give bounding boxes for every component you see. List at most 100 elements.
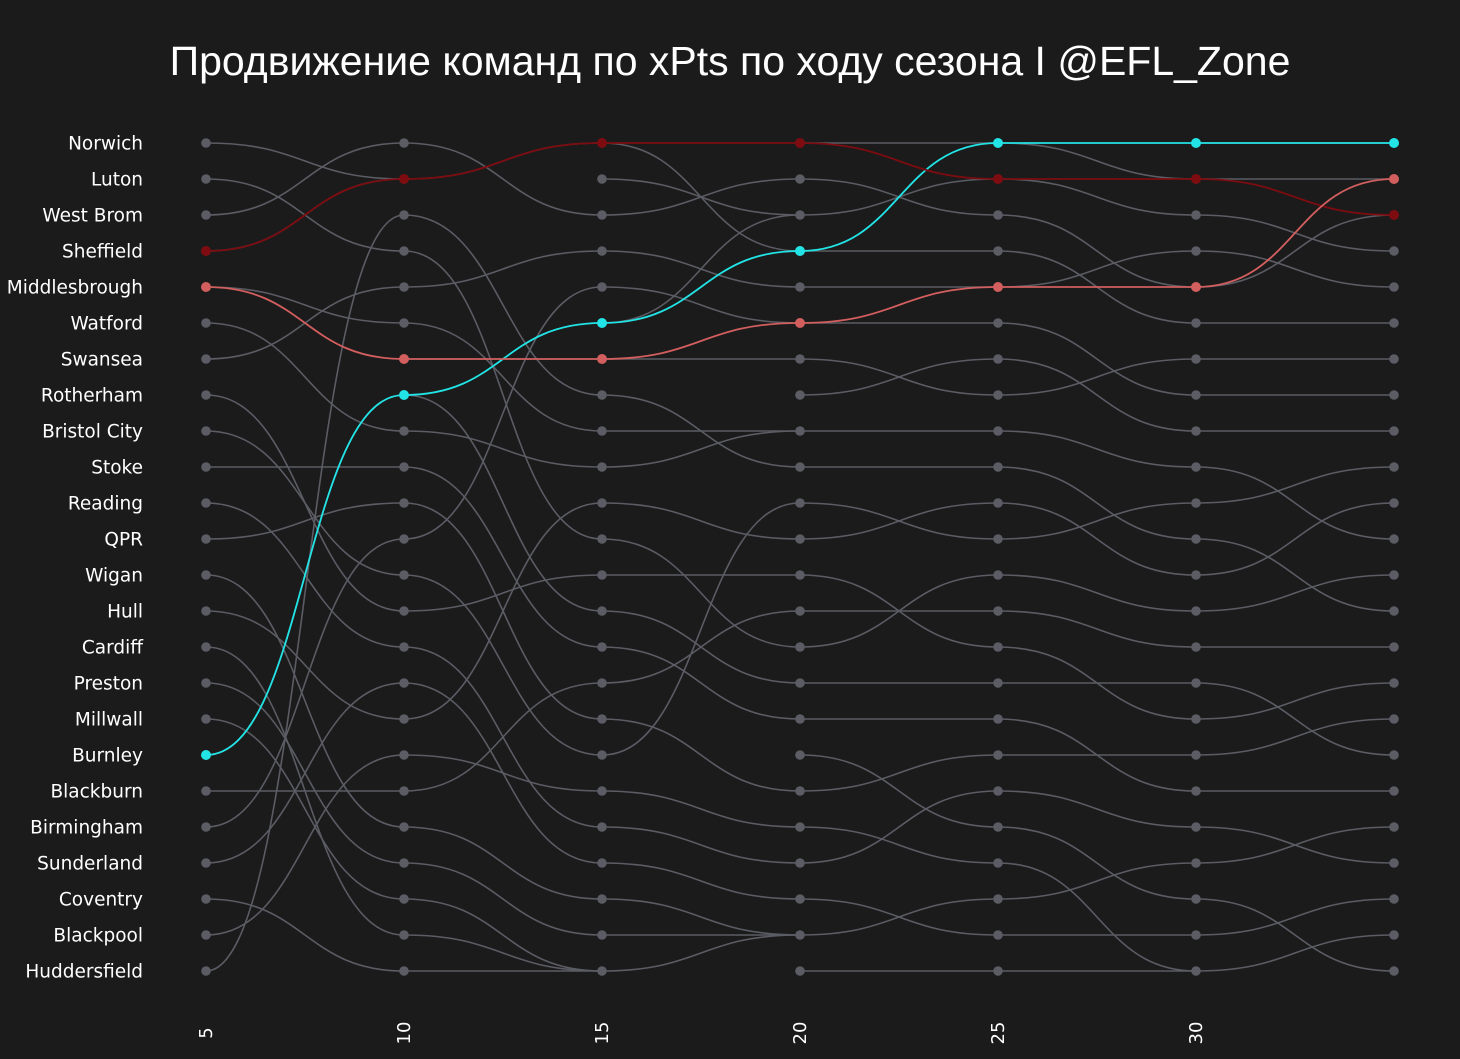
series-segment: [601, 538, 801, 648]
data-point: [597, 174, 607, 184]
data-point: [399, 534, 409, 544]
data-point: [201, 210, 211, 220]
data-point: [399, 282, 409, 292]
data-point: [201, 966, 211, 976]
series-segment: [799, 358, 999, 396]
series-segment: [1195, 538, 1395, 612]
data-point: [399, 498, 409, 508]
data-point: [597, 462, 607, 472]
data-point: [1191, 426, 1201, 436]
data-point: [795, 894, 805, 904]
data-point: [1389, 534, 1399, 544]
highlighted-segment: [799, 142, 999, 180]
data-point: [795, 498, 805, 508]
x-tick-labels: 5 10 15 20 25 30: [196, 1022, 1207, 1045]
x-tick-label: 25: [988, 1022, 1009, 1045]
data-point: [597, 246, 607, 256]
series-segment: [997, 322, 1197, 396]
series-segment: [601, 718, 801, 792]
data-point: [1389, 930, 1399, 940]
data-point: [993, 570, 1003, 580]
highlighted-series-lines: [205, 142, 1395, 756]
data-point: [201, 894, 211, 904]
team-label: Wigan: [85, 566, 143, 587]
data-point: [399, 318, 409, 328]
highlighted-segment: [1195, 178, 1395, 216]
data-point: [597, 570, 607, 580]
highlighted-point: [399, 390, 409, 400]
data-point: [993, 354, 1003, 364]
series-segment: [403, 574, 603, 612]
data-point: [399, 138, 409, 148]
data-point: [399, 966, 409, 976]
series-segment: [1195, 898, 1395, 936]
data-point: [1191, 822, 1201, 832]
data-point: [1389, 318, 1399, 328]
series-segment: [601, 862, 801, 900]
data-point: [1389, 714, 1399, 724]
data-point: [795, 678, 805, 688]
series-segment: [799, 574, 999, 648]
highlighted-segment: [403, 142, 603, 180]
series-segment: [997, 502, 1197, 540]
team-label: Sunderland: [37, 854, 143, 875]
data-point: [993, 822, 1003, 832]
series-segment: [205, 286, 405, 324]
data-point: [597, 714, 607, 724]
data-point: [795, 714, 805, 724]
series-segment: [601, 826, 801, 864]
data-point: [597, 606, 607, 616]
data-point: [795, 858, 805, 868]
series-lines: [205, 142, 1395, 972]
series-segment: [997, 214, 1197, 288]
data-point: [597, 930, 607, 940]
series-segment: [997, 574, 1197, 612]
series-segment: [997, 142, 1197, 180]
highlighted-point: [1389, 138, 1399, 148]
data-point: [1191, 930, 1201, 940]
series-segment: [403, 862, 603, 936]
series-segment: [403, 466, 603, 648]
series-segment: [799, 826, 999, 864]
team-label: Middlesbrough: [7, 278, 143, 299]
data-point: [795, 642, 805, 652]
data-point: [597, 210, 607, 220]
data-point: [993, 858, 1003, 868]
data-point: [399, 714, 409, 724]
x-tick-label: 15: [592, 1022, 613, 1045]
data-point: [1389, 858, 1399, 868]
data-point: [399, 822, 409, 832]
data-point: [399, 894, 409, 904]
highlighted-segment: [799, 286, 999, 324]
data-point: [399, 462, 409, 472]
series-segment: [1195, 682, 1395, 756]
highlighted-point: [399, 354, 409, 364]
highlighted-point: [993, 282, 1003, 292]
series-segment: [601, 214, 801, 324]
series-segment: [1195, 502, 1395, 576]
data-point: [1191, 534, 1201, 544]
data-point: [399, 210, 409, 220]
data-point: [201, 138, 211, 148]
data-point: [597, 750, 607, 760]
series-segment: [997, 250, 1197, 288]
data-point: [1389, 426, 1399, 436]
data-point: [399, 678, 409, 688]
data-point: [993, 642, 1003, 652]
series-segment: [403, 682, 603, 792]
highlighted-point: [201, 246, 211, 256]
team-label: Reading: [68, 494, 143, 515]
data-point: [795, 786, 805, 796]
team-label: Burnley: [72, 746, 143, 767]
series-segment: [601, 286, 801, 324]
series-segment: [403, 142, 603, 216]
data-point: [597, 858, 607, 868]
data-points: [201, 138, 1399, 976]
team-label: Huddersfield: [25, 962, 143, 983]
highlighted-point: [795, 138, 805, 148]
data-point: [795, 210, 805, 220]
data-point: [399, 642, 409, 652]
data-point: [1389, 966, 1399, 976]
data-point: [993, 534, 1003, 544]
team-label: Norwich: [68, 134, 143, 155]
